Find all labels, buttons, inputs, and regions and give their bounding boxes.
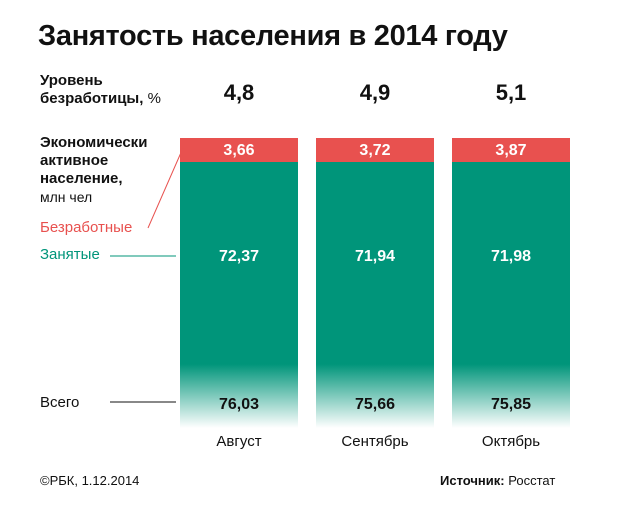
month-label-august: Август	[216, 433, 261, 450]
legend-employed: Занятые	[40, 246, 100, 263]
month-label-october: Октябрь	[482, 433, 540, 450]
month-label-september: Сентябрь	[341, 433, 408, 450]
label-employed-august: 72,37	[219, 248, 259, 265]
bar-unemployed-august	[180, 138, 298, 162]
label-total-september: 75,66	[355, 396, 395, 413]
active-population-unit: млн чел	[40, 189, 93, 205]
bars-group: 3,66 72,37 76,03 Август 3,72 71,94 75,66 Сентяб…	[180, 138, 570, 450]
bar-employed-september	[316, 162, 434, 428]
unemployment-rate-august: 4,8	[223, 80, 255, 105]
chart-title: Занятость населения в 2014 году	[38, 20, 508, 52]
active-population-label: Экономически активное население, млн чел	[40, 134, 147, 206]
active-population-label-line2: активное	[40, 152, 109, 169]
unemployment-rate-october: 5,1	[495, 80, 527, 105]
source: Источник: Росстат	[440, 473, 555, 488]
legend-total: Всего	[40, 394, 80, 411]
bar-employed-august	[180, 162, 298, 428]
bar-unemployed-october	[452, 138, 570, 162]
label-unemployed-october: 3,87	[495, 142, 526, 159]
unemployment-rate-label-line1: Уровень	[40, 72, 103, 89]
unemployment-rate-label: Уровень безработицы, %	[40, 72, 161, 108]
source-name: Росстат	[508, 473, 556, 488]
leader-lines	[110, 147, 184, 403]
unemployment-rate-label-text: безработицы,	[40, 90, 144, 107]
unemployment-rate-september: 4,9	[359, 80, 391, 105]
leader-line-unemployed	[147, 147, 184, 229]
label-total-october: 75,85	[491, 396, 531, 413]
active-population-label-line1: Экономически	[40, 134, 148, 151]
active-population-label-line3: население,	[40, 170, 123, 187]
bar-employed-october	[452, 162, 570, 428]
source-label: Источник:	[440, 473, 505, 488]
label-unemployed-august: 3,66	[223, 142, 254, 159]
unemployment-rate-unit: %	[147, 90, 161, 107]
label-unemployed-september: 3,72	[359, 142, 390, 159]
unemployment-rate-label-line2: безработицы, %	[40, 90, 161, 108]
label-total-august: 76,03	[219, 396, 259, 413]
bar-unemployed-september	[316, 138, 434, 162]
copyright: ©РБК, 1.12.2014	[40, 473, 140, 488]
label-employed-september: 71,94	[355, 248, 395, 265]
label-employed-october: 71,98	[491, 248, 531, 265]
legend-unemployed: Безработные	[40, 219, 133, 236]
